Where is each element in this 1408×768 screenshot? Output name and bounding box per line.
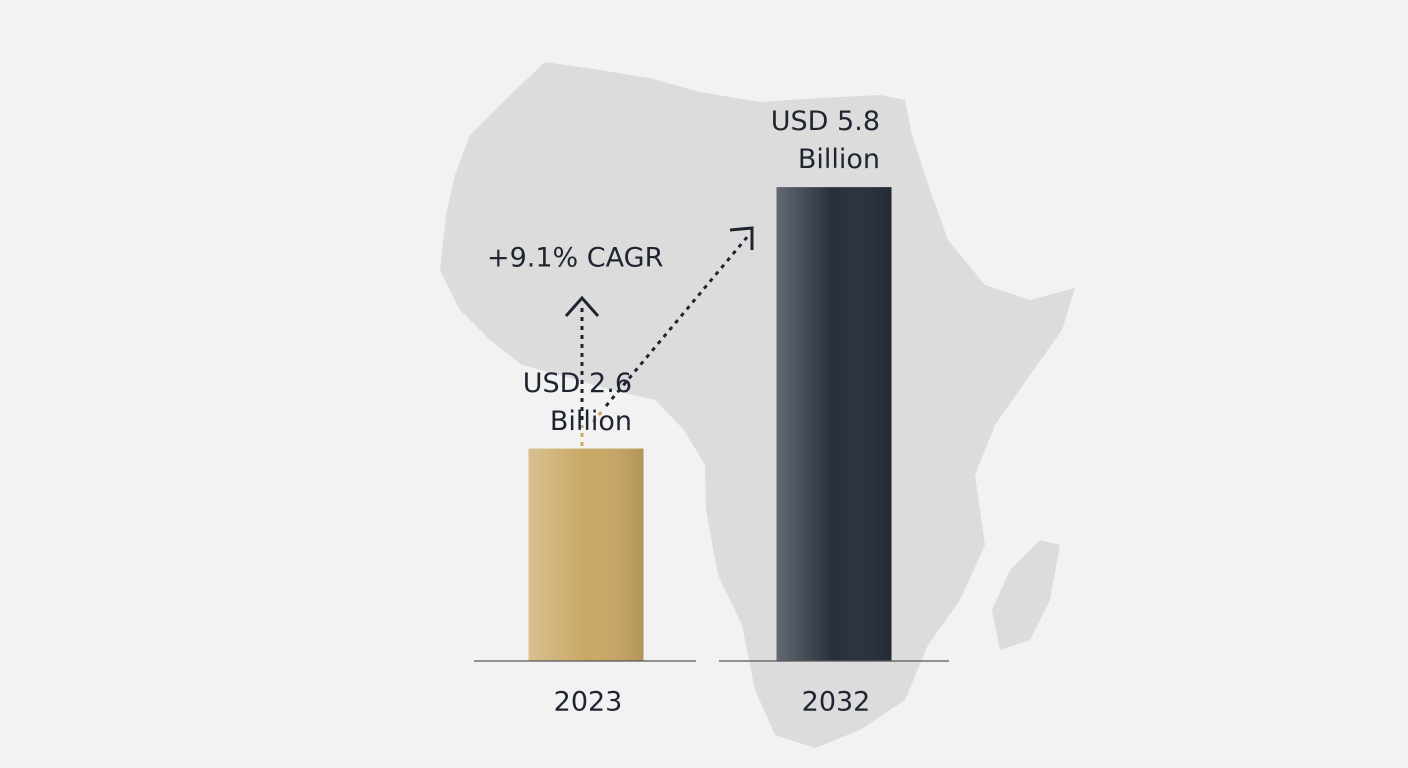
arrow-diagonal-gold [591, 409, 605, 423]
value-label: USD 2.6 Billion [522, 367, 632, 437]
bar [776, 187, 892, 661]
cagr-annotation: +9.1% CAGR [487, 243, 663, 274]
x-tick-label: 2032 [802, 687, 871, 718]
africa-map [440, 62, 1075, 748]
arrow-diagonal [604, 235, 750, 407]
madagascar [992, 540, 1060, 650]
value-label: USD 5.8 Billion [770, 106, 880, 176]
arrow-head [564, 295, 600, 317]
arrow-head [729, 226, 754, 250]
x-tick-label: 2023 [554, 687, 623, 718]
bar [528, 448, 644, 661]
